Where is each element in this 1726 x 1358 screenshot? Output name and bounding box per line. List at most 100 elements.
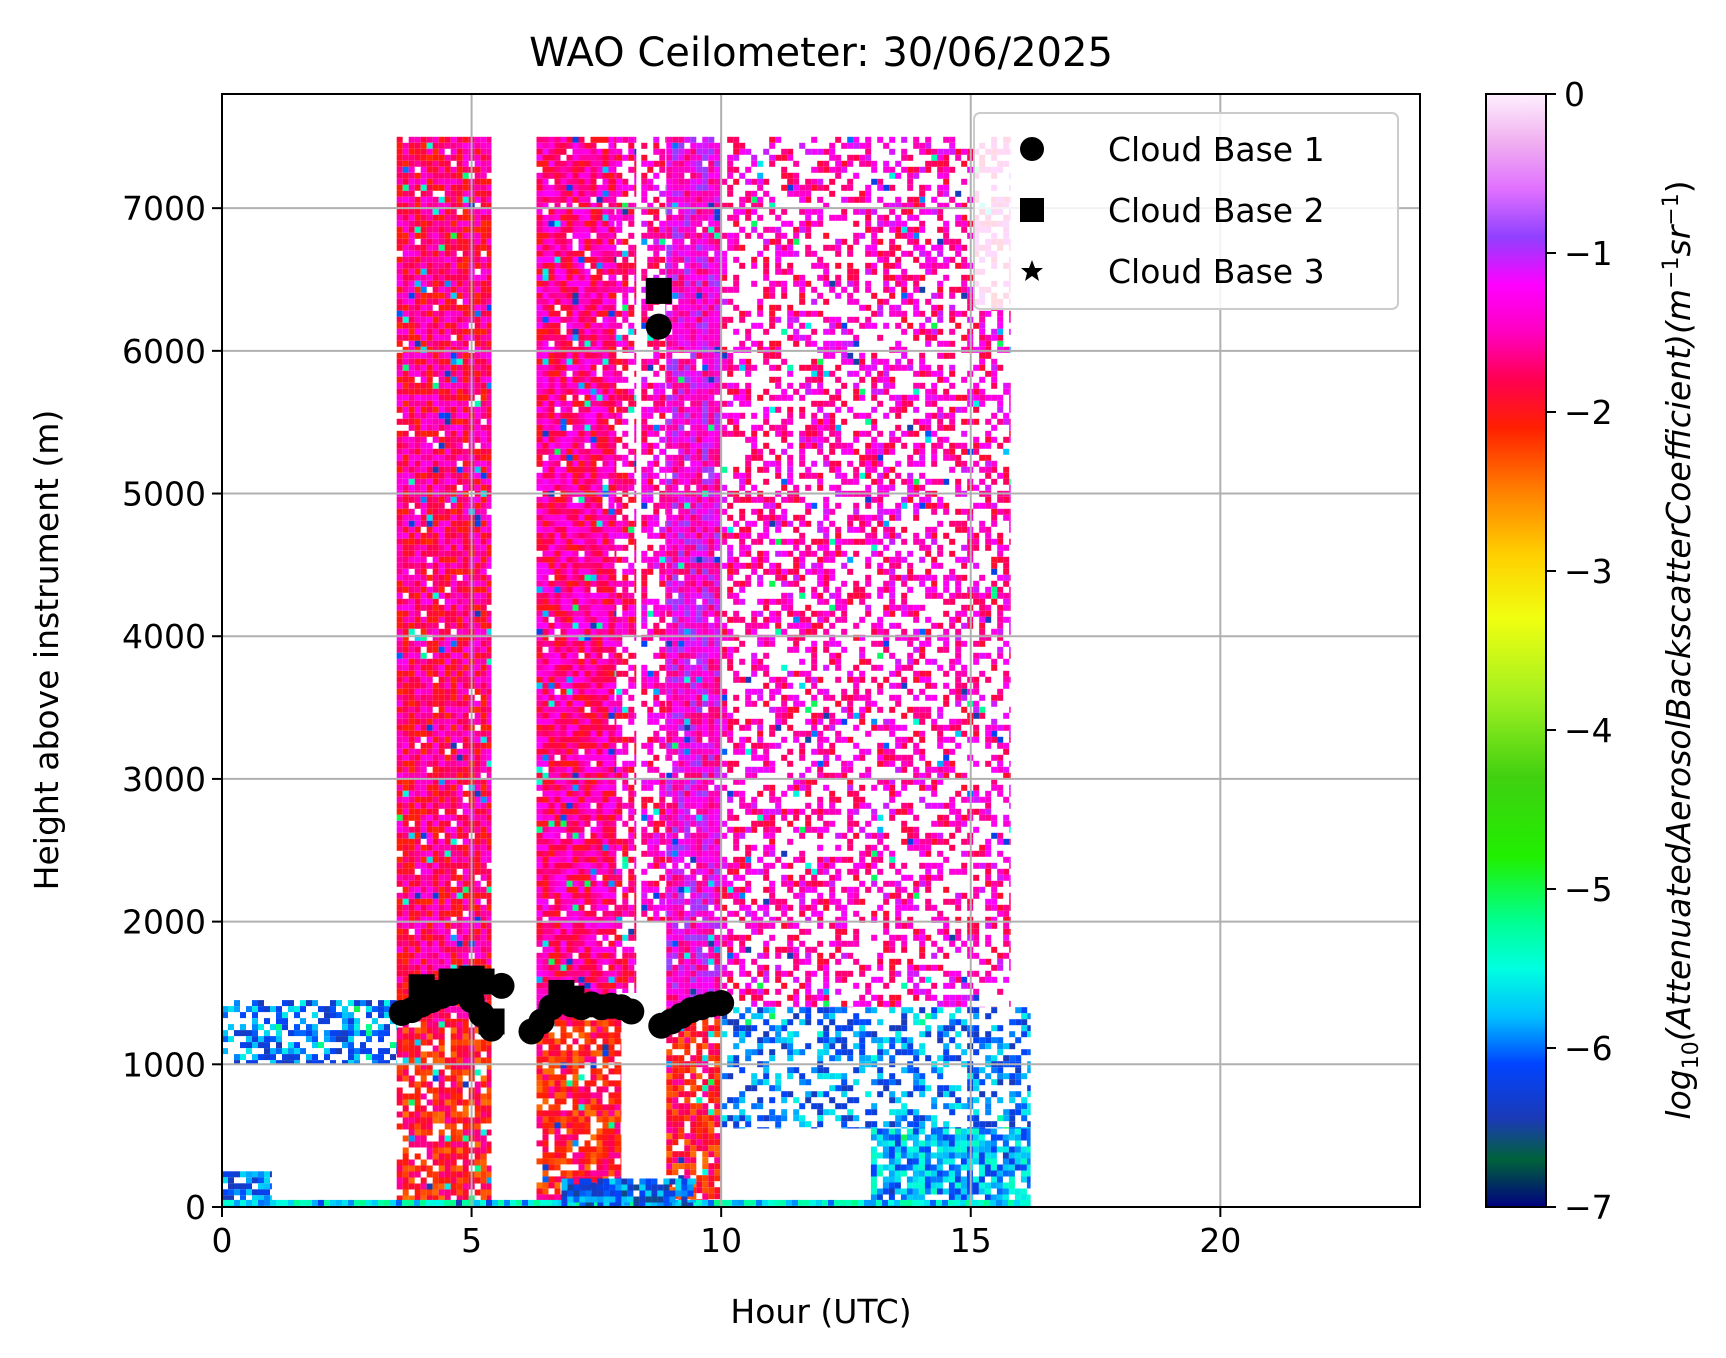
heat-cell — [444, 346, 451, 353]
heat-cell — [672, 250, 679, 257]
heat-cell — [690, 178, 697, 185]
heat-cell — [548, 436, 555, 443]
heat-cell — [408, 604, 415, 611]
heat-cell — [420, 502, 427, 509]
heat-cell — [432, 976, 439, 983]
heat-cell — [536, 232, 543, 239]
heat-cell — [596, 658, 603, 665]
heat-cell — [554, 838, 561, 845]
heat-cell — [554, 238, 561, 245]
heat-cell — [614, 754, 617, 761]
heat-cell — [628, 322, 635, 329]
heat-cell — [678, 268, 685, 275]
heat-cell — [548, 640, 555, 647]
heat-cell — [614, 634, 617, 641]
heat-cell — [584, 958, 591, 965]
heat-cell — [578, 976, 585, 983]
heat-cell — [628, 562, 635, 569]
heat-cell — [456, 532, 463, 539]
heat-cell — [542, 370, 549, 377]
heat-cell — [590, 190, 597, 197]
heat-cell — [628, 934, 635, 941]
heat-cell — [486, 562, 492, 569]
heat-cell — [572, 706, 579, 713]
heat-cell — [536, 448, 543, 455]
heat-cell — [480, 544, 487, 551]
heat-cell — [616, 766, 623, 773]
heat-cell — [402, 238, 409, 245]
heat-cell — [622, 592, 629, 599]
heat-cell — [402, 466, 409, 473]
heat-cell — [548, 952, 555, 959]
heat-cell — [420, 202, 427, 209]
heat-cell — [590, 862, 597, 869]
heat-cell — [420, 808, 427, 815]
heat-cell — [548, 832, 555, 839]
heat-cell — [414, 148, 421, 155]
heat-cell — [608, 406, 615, 413]
heat-cell — [590, 370, 597, 377]
heat-cell — [426, 586, 433, 593]
heat-cell — [616, 922, 623, 929]
heat-cell — [480, 172, 487, 179]
heat-cell — [602, 934, 609, 941]
heat-cell — [536, 718, 543, 725]
heat-cell — [396, 442, 403, 449]
heat-cell — [474, 424, 481, 431]
heat-cell — [584, 310, 591, 317]
heat-cell — [474, 154, 481, 161]
heat-cell — [678, 196, 685, 203]
heat-cell — [560, 694, 567, 701]
heat-cell — [536, 526, 543, 533]
heat-cell — [622, 628, 629, 635]
heat-cell — [438, 916, 445, 923]
heat-cell — [622, 364, 629, 371]
heat-cell — [578, 418, 585, 425]
heat-cell — [560, 844, 567, 851]
heat-cell — [438, 406, 445, 413]
heat-cell — [548, 442, 555, 449]
heat-cell — [402, 514, 409, 521]
heat-cell — [608, 142, 615, 149]
heat-cell — [602, 718, 609, 725]
heat-cell — [616, 262, 623, 269]
heat-cell — [456, 694, 463, 701]
heat-cell — [426, 832, 433, 839]
heat-cell — [402, 454, 409, 461]
heat-cell — [572, 652, 579, 659]
heat-cell — [474, 310, 481, 317]
heat-cell — [702, 196, 709, 203]
heat-cell — [474, 682, 481, 689]
heat-cell — [402, 316, 409, 323]
heat-cell — [480, 436, 487, 443]
heat-cell — [420, 310, 427, 317]
heat-cell — [622, 646, 629, 653]
heat-cell — [480, 586, 487, 593]
heat-cell — [584, 304, 591, 311]
heat-cell — [480, 808, 487, 815]
heat-cell — [402, 178, 409, 185]
heat-cell — [566, 376, 573, 383]
heat-cell — [536, 352, 543, 359]
heat-cell — [584, 946, 591, 953]
heat-cell — [590, 388, 597, 395]
heat-cell — [456, 394, 463, 401]
heat-cell — [596, 814, 603, 821]
heat-cell — [426, 1012, 433, 1019]
heat-cell — [548, 568, 555, 575]
heat-cell — [548, 610, 555, 617]
heat-cell — [628, 400, 635, 407]
heat-cell — [486, 430, 492, 437]
heat-cell — [554, 388, 561, 395]
heat-cell — [396, 874, 403, 881]
heat-cell — [628, 718, 635, 725]
heat-cell — [542, 154, 549, 161]
heat-cell — [408, 640, 415, 647]
heat-cell — [578, 760, 585, 767]
heat-cell — [584, 436, 591, 443]
heat-cell — [566, 514, 573, 521]
heat-cell — [622, 454, 629, 461]
heat-cell — [596, 484, 603, 491]
heat-cell — [396, 622, 403, 629]
heat-cell — [622, 574, 629, 581]
